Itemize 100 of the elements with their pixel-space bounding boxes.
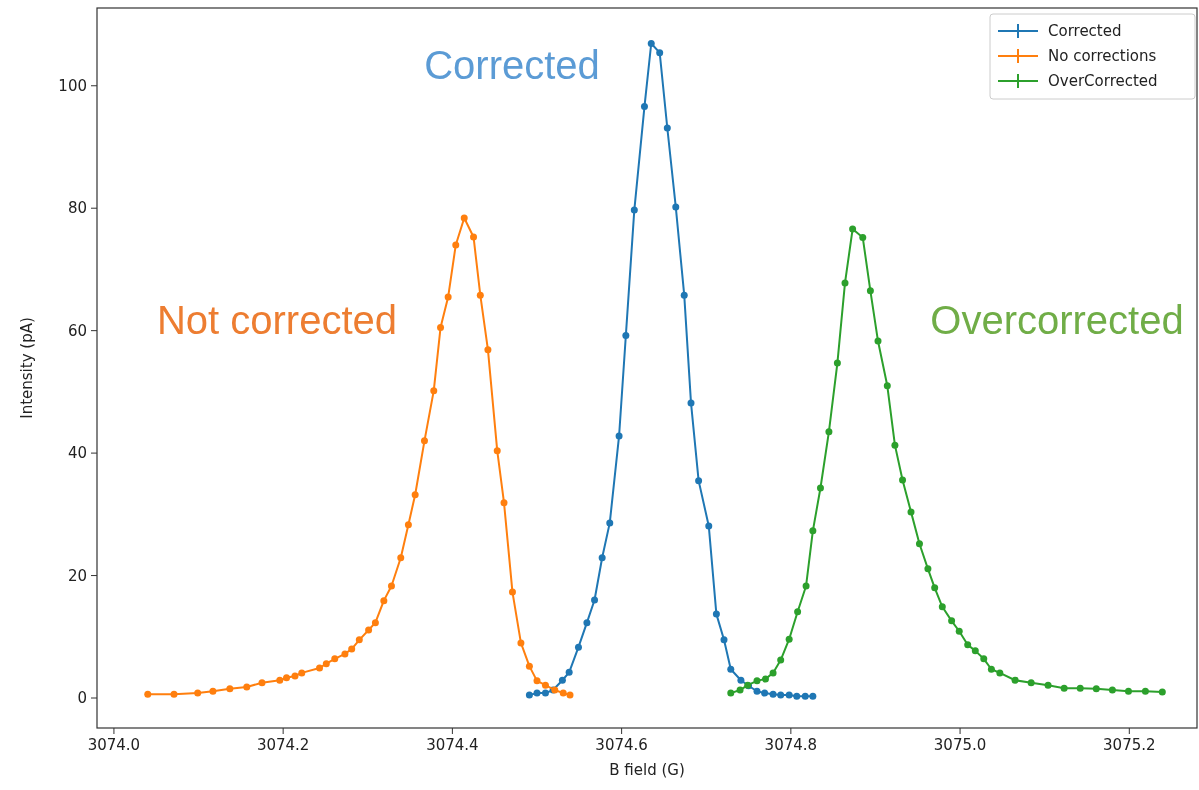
point (437, 324, 445, 332)
annotation: Overcorrected (930, 298, 1184, 342)
point (243, 683, 251, 691)
point (769, 690, 777, 698)
point (640, 103, 648, 111)
point (737, 676, 745, 684)
point (444, 293, 452, 301)
point (695, 477, 703, 485)
annotation: Not corrected (156, 298, 398, 342)
y-tick-label: 100 (58, 76, 87, 95)
point (541, 689, 549, 697)
point (209, 687, 217, 695)
point (809, 692, 817, 700)
point (777, 691, 785, 699)
point (460, 214, 468, 222)
point (907, 508, 915, 516)
point (525, 691, 533, 699)
point (899, 476, 907, 484)
point (971, 647, 979, 655)
point (785, 691, 793, 699)
point (955, 627, 963, 635)
point (801, 692, 809, 700)
x-tick-label: 3075.2 (1103, 736, 1156, 754)
point (591, 596, 599, 604)
point (687, 399, 695, 407)
point (1141, 687, 1149, 695)
point (615, 432, 623, 440)
point (915, 540, 923, 548)
x-tick-label: 3074.0 (87, 736, 141, 754)
point (298, 669, 306, 677)
point (380, 597, 388, 605)
point (558, 676, 566, 684)
point (316, 664, 324, 672)
point (859, 234, 867, 242)
point (144, 690, 152, 698)
point (1076, 684, 1084, 692)
y-tick-label: 80 (67, 199, 87, 218)
point (996, 669, 1004, 677)
y-tick-label: 20 (67, 566, 87, 585)
point (258, 679, 266, 687)
point (541, 681, 549, 689)
y-tick-label: 40 (67, 444, 87, 463)
point (802, 582, 810, 590)
point (980, 655, 988, 663)
point (948, 617, 956, 625)
point (566, 691, 574, 699)
point (430, 387, 438, 395)
point (680, 291, 688, 299)
x-tick-label: 3074.8 (764, 736, 818, 754)
x-axis-title: B field (G) (609, 761, 685, 779)
point (883, 382, 891, 390)
point (753, 677, 761, 685)
point (727, 665, 735, 673)
point (924, 565, 932, 573)
point (622, 332, 630, 340)
point (365, 626, 373, 634)
point (598, 554, 606, 562)
point (938, 603, 946, 611)
point (1027, 679, 1035, 687)
point (663, 124, 671, 132)
point (371, 619, 379, 627)
annotation: Corrected (424, 43, 600, 87)
point (387, 582, 395, 590)
point (508, 588, 516, 596)
x-tick-label: 3074.6 (595, 736, 648, 754)
point (794, 608, 802, 616)
point (874, 337, 882, 345)
point (987, 665, 995, 673)
point (777, 656, 785, 664)
point (606, 519, 614, 527)
point (276, 676, 284, 684)
legend-label: OverCorrected (1048, 72, 1158, 90)
point (500, 499, 508, 507)
point (1092, 685, 1100, 693)
point (583, 619, 591, 627)
point (525, 662, 533, 670)
point (727, 689, 735, 697)
point (341, 650, 349, 658)
point (1044, 681, 1052, 689)
point (559, 689, 567, 697)
point (170, 690, 178, 698)
point (964, 641, 972, 649)
point (1158, 688, 1166, 696)
point (712, 610, 720, 618)
point (931, 584, 939, 592)
point (630, 206, 638, 214)
point (533, 689, 541, 697)
point (761, 689, 769, 697)
point (411, 491, 419, 499)
point (574, 643, 582, 651)
point (404, 521, 412, 529)
point (331, 655, 339, 663)
point (1011, 676, 1019, 684)
point (348, 645, 356, 653)
point (816, 484, 824, 492)
point (769, 669, 777, 677)
point (1124, 687, 1132, 695)
point (355, 636, 363, 644)
point (420, 437, 428, 445)
point (785, 635, 793, 643)
